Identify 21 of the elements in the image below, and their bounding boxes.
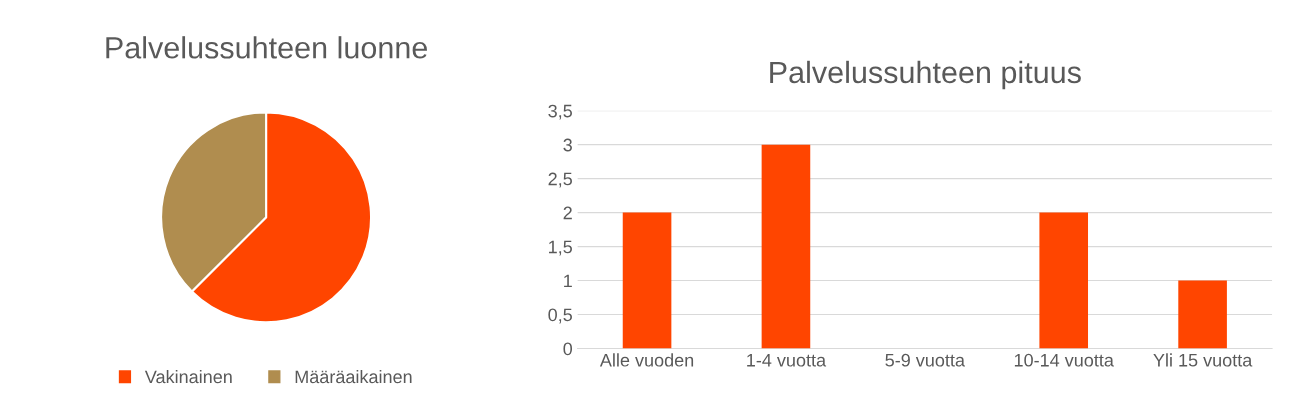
x-tick-label: 10-14 vuotta xyxy=(1014,353,1114,367)
chart-title: Palvelussuhteen luonne xyxy=(106,36,427,59)
y-tick-label: 1 xyxy=(564,274,572,288)
legend-label: Vakinainen xyxy=(144,370,232,384)
y-tick-label: 2,5 xyxy=(548,172,572,188)
chart-title: Palvelussuhteen pituus xyxy=(770,60,1081,90)
y-tick-label: 2 xyxy=(563,206,572,220)
bar xyxy=(622,212,672,349)
y-tick-label: 3,5 xyxy=(548,104,572,120)
y-tick-label: 0,5 xyxy=(548,308,572,324)
x-tick-label: Yli 15 vuotta xyxy=(1153,353,1253,367)
bar xyxy=(761,144,811,349)
y-tick-label: 3 xyxy=(563,138,572,152)
bar xyxy=(1039,212,1089,349)
bar xyxy=(1178,280,1227,349)
x-tick-label: 5-9 vuotta xyxy=(885,353,965,367)
x-tick-label: Alle vuoden xyxy=(599,353,694,367)
x-tick-label: 1-4 vuotta xyxy=(747,354,827,367)
y-tick-label: 0 xyxy=(563,342,573,356)
y-tick-label: 1,5 xyxy=(549,240,572,256)
legend-label: Määräaikainen xyxy=(295,370,412,384)
